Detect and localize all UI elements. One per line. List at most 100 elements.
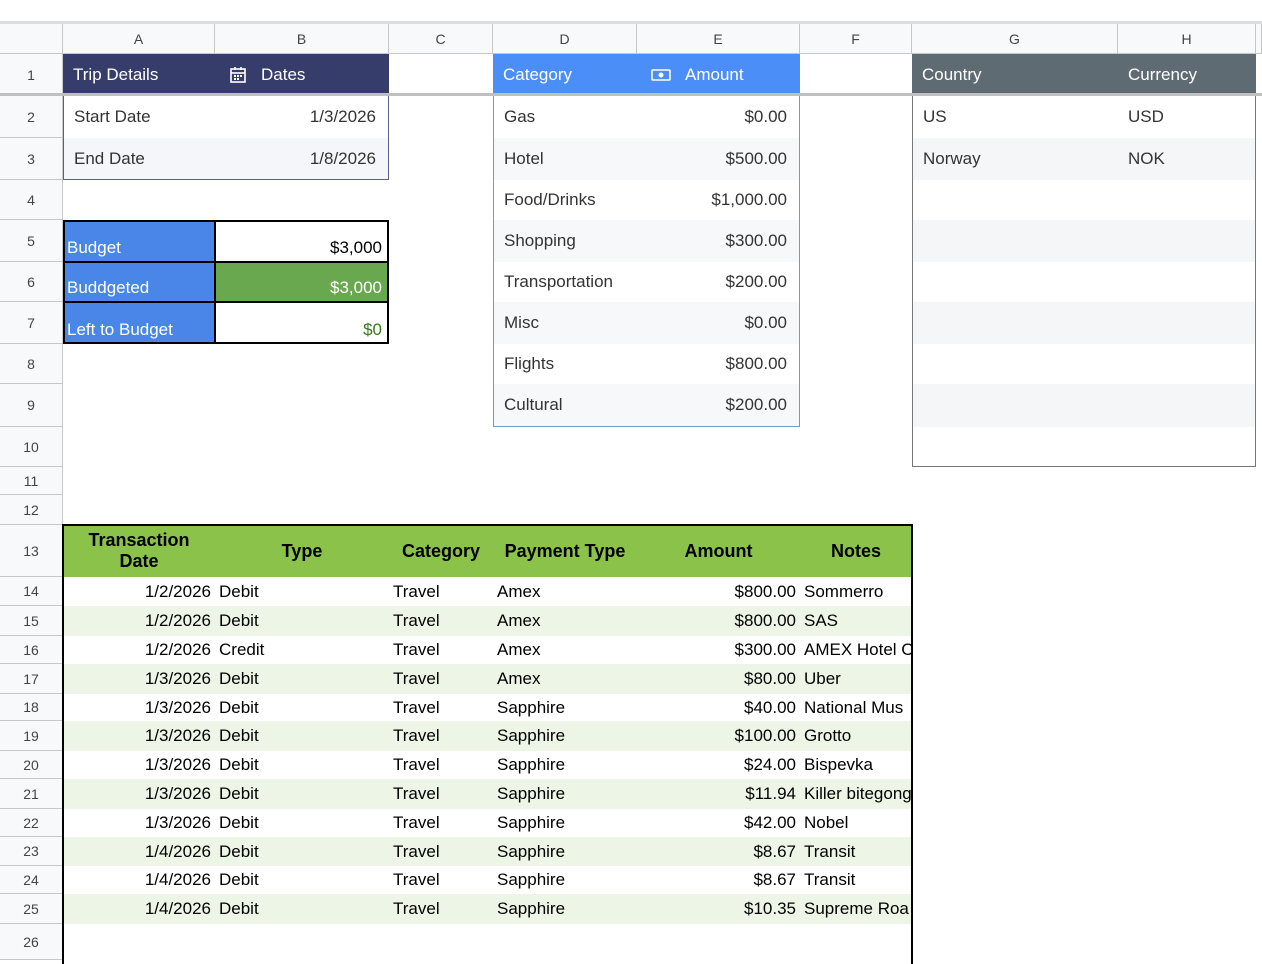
transaction-cell[interactable]: Travel [389, 779, 493, 809]
cell[interactable]: $0.00 [637, 302, 800, 344]
transaction-cell[interactable]: 1/4/2026 [63, 837, 215, 866]
transaction-cell[interactable]: 1/3/2026 [63, 809, 215, 837]
transaction-cell[interactable]: Bispevka [800, 751, 912, 779]
transaction-cell[interactable]: Sapphire [493, 751, 637, 779]
cell[interactable]: End Date [63, 138, 215, 180]
row-header[interactable]: 21 [0, 779, 63, 809]
row-header[interactable]: 10 [0, 427, 63, 467]
transaction-cell[interactable]: Travel [389, 694, 493, 721]
cell[interactable]: USD [1118, 96, 1256, 138]
cell[interactable]: 1/3/2026 [215, 96, 389, 138]
transaction-cell[interactable]: Travel [389, 809, 493, 837]
row-header[interactable]: 18 [0, 694, 63, 721]
cell[interactable]: $0.00 [637, 96, 800, 138]
cell[interactable]: NOK [1118, 138, 1256, 180]
transaction-cell[interactable]: AMEX Hotel C [800, 636, 912, 664]
cell[interactable] [1118, 427, 1256, 467]
transaction-cell[interactable]: SAS [800, 606, 912, 636]
table-header[interactable]: Amount [637, 525, 800, 577]
transaction-cell[interactable]: $8.67 [637, 837, 800, 866]
table-header[interactable]: Payment Type [493, 525, 637, 577]
transaction-cell[interactable]: Debit [215, 577, 389, 606]
transaction-cell[interactable]: Sapphire [493, 809, 637, 837]
cell[interactable]: $200.00 [637, 384, 800, 427]
transaction-cell[interactable]: Debit [215, 751, 389, 779]
transaction-cell[interactable]: Sapphire [493, 894, 637, 924]
row-header[interactable]: 6 [0, 262, 63, 302]
transaction-cell[interactable]: Travel [389, 577, 493, 606]
row-header[interactable]: 2 [0, 96, 63, 138]
transaction-cell[interactable]: Sapphire [493, 837, 637, 866]
cell[interactable] [1118, 344, 1256, 384]
row-header[interactable]: 11 [0, 467, 63, 495]
table-header[interactable]: Category [389, 525, 493, 577]
transaction-cell[interactable]: Transit [800, 837, 912, 866]
transaction-cell[interactable]: Travel [389, 751, 493, 779]
transaction-cell[interactable]: 1/3/2026 [63, 779, 215, 809]
transaction-cell[interactable]: 1/2/2026 [63, 606, 215, 636]
cell[interactable]: $300.00 [637, 220, 800, 262]
transaction-cell[interactable]: Travel [389, 636, 493, 664]
column-header[interactable]: F [800, 24, 912, 54]
transaction-cell[interactable]: Debit [215, 694, 389, 721]
transaction-cell[interactable]: $10.35 [637, 894, 800, 924]
transaction-cell[interactable]: Supreme Roa [800, 894, 912, 924]
transaction-cell[interactable]: Sapphire [493, 694, 637, 721]
column-header[interactable]: A [63, 24, 215, 54]
cell[interactable] [912, 344, 1118, 384]
column-header[interactable]: H [1118, 24, 1256, 54]
transaction-cell[interactable]: Sommerro [800, 577, 912, 606]
table-header[interactable]: Trip Details [63, 54, 215, 96]
row-header[interactable]: 22 [0, 809, 63, 837]
transaction-cell[interactable]: Travel [389, 894, 493, 924]
transaction-cell[interactable]: $100.00 [637, 721, 800, 751]
transaction-cell[interactable]: Debit [215, 721, 389, 751]
transaction-cell[interactable]: 1/4/2026 [63, 894, 215, 924]
transaction-cell[interactable]: Sapphire [493, 779, 637, 809]
transaction-cell[interactable]: $8.67 [637, 866, 800, 894]
row-header[interactable]: 5 [0, 220, 63, 262]
cell[interactable]: $200.00 [637, 262, 800, 302]
budget-value[interactable]: $0 [215, 302, 389, 344]
transaction-cell[interactable]: National Mus [800, 694, 912, 721]
cell[interactable]: US [912, 96, 1118, 138]
transaction-cell[interactable]: $80.00 [637, 664, 800, 694]
transaction-cell[interactable]: Travel [389, 866, 493, 894]
transaction-cell[interactable]: $800.00 [637, 577, 800, 606]
table-header[interactable]: Category [493, 54, 637, 96]
transaction-cell[interactable]: Debit [215, 664, 389, 694]
transaction-cell[interactable]: $300.00 [637, 636, 800, 664]
transaction-cell[interactable]: Debit [215, 866, 389, 894]
table-header[interactable]: Country [912, 54, 1118, 96]
row-header[interactable]: 19 [0, 721, 63, 751]
transaction-cell[interactable]: $24.00 [637, 751, 800, 779]
transaction-cell[interactable]: 1/3/2026 [63, 751, 215, 779]
transaction-cell[interactable]: Travel [389, 721, 493, 751]
cell[interactable]: Shopping [493, 220, 637, 262]
row-header[interactable]: 20 [0, 751, 63, 779]
transaction-cell[interactable]: Nobel [800, 809, 912, 837]
row-header[interactable]: 24 [0, 866, 63, 894]
table-header[interactable]: Currency [1118, 54, 1256, 96]
cell[interactable]: Transportation [493, 262, 637, 302]
transaction-cell[interactable]: Amex [493, 577, 637, 606]
transaction-cell[interactable]: Debit [215, 779, 389, 809]
transaction-cell[interactable]: 1/2/2026 [63, 577, 215, 606]
cell[interactable]: Food/Drinks [493, 180, 637, 220]
budget-label[interactable]: Budget [63, 220, 215, 262]
row-header[interactable]: 12 [0, 495, 63, 525]
cell[interactable] [1118, 220, 1256, 262]
row-header[interactable]: 14 [0, 577, 63, 606]
transaction-cell[interactable]: 1/4/2026 [63, 866, 215, 894]
table-header[interactable]: Notes [800, 525, 912, 577]
cell[interactable] [1118, 384, 1256, 427]
transaction-cell[interactable]: Debit [215, 837, 389, 866]
cell[interactable] [912, 262, 1118, 302]
row-header[interactable]: 7 [0, 302, 63, 344]
cell[interactable]: 1/8/2026 [215, 138, 389, 180]
column-header[interactable]: E [637, 24, 800, 54]
cell[interactable]: Norway [912, 138, 1118, 180]
budget-value[interactable]: $3,000 [215, 262, 389, 302]
cell[interactable] [912, 384, 1118, 427]
cell[interactable] [912, 302, 1118, 344]
